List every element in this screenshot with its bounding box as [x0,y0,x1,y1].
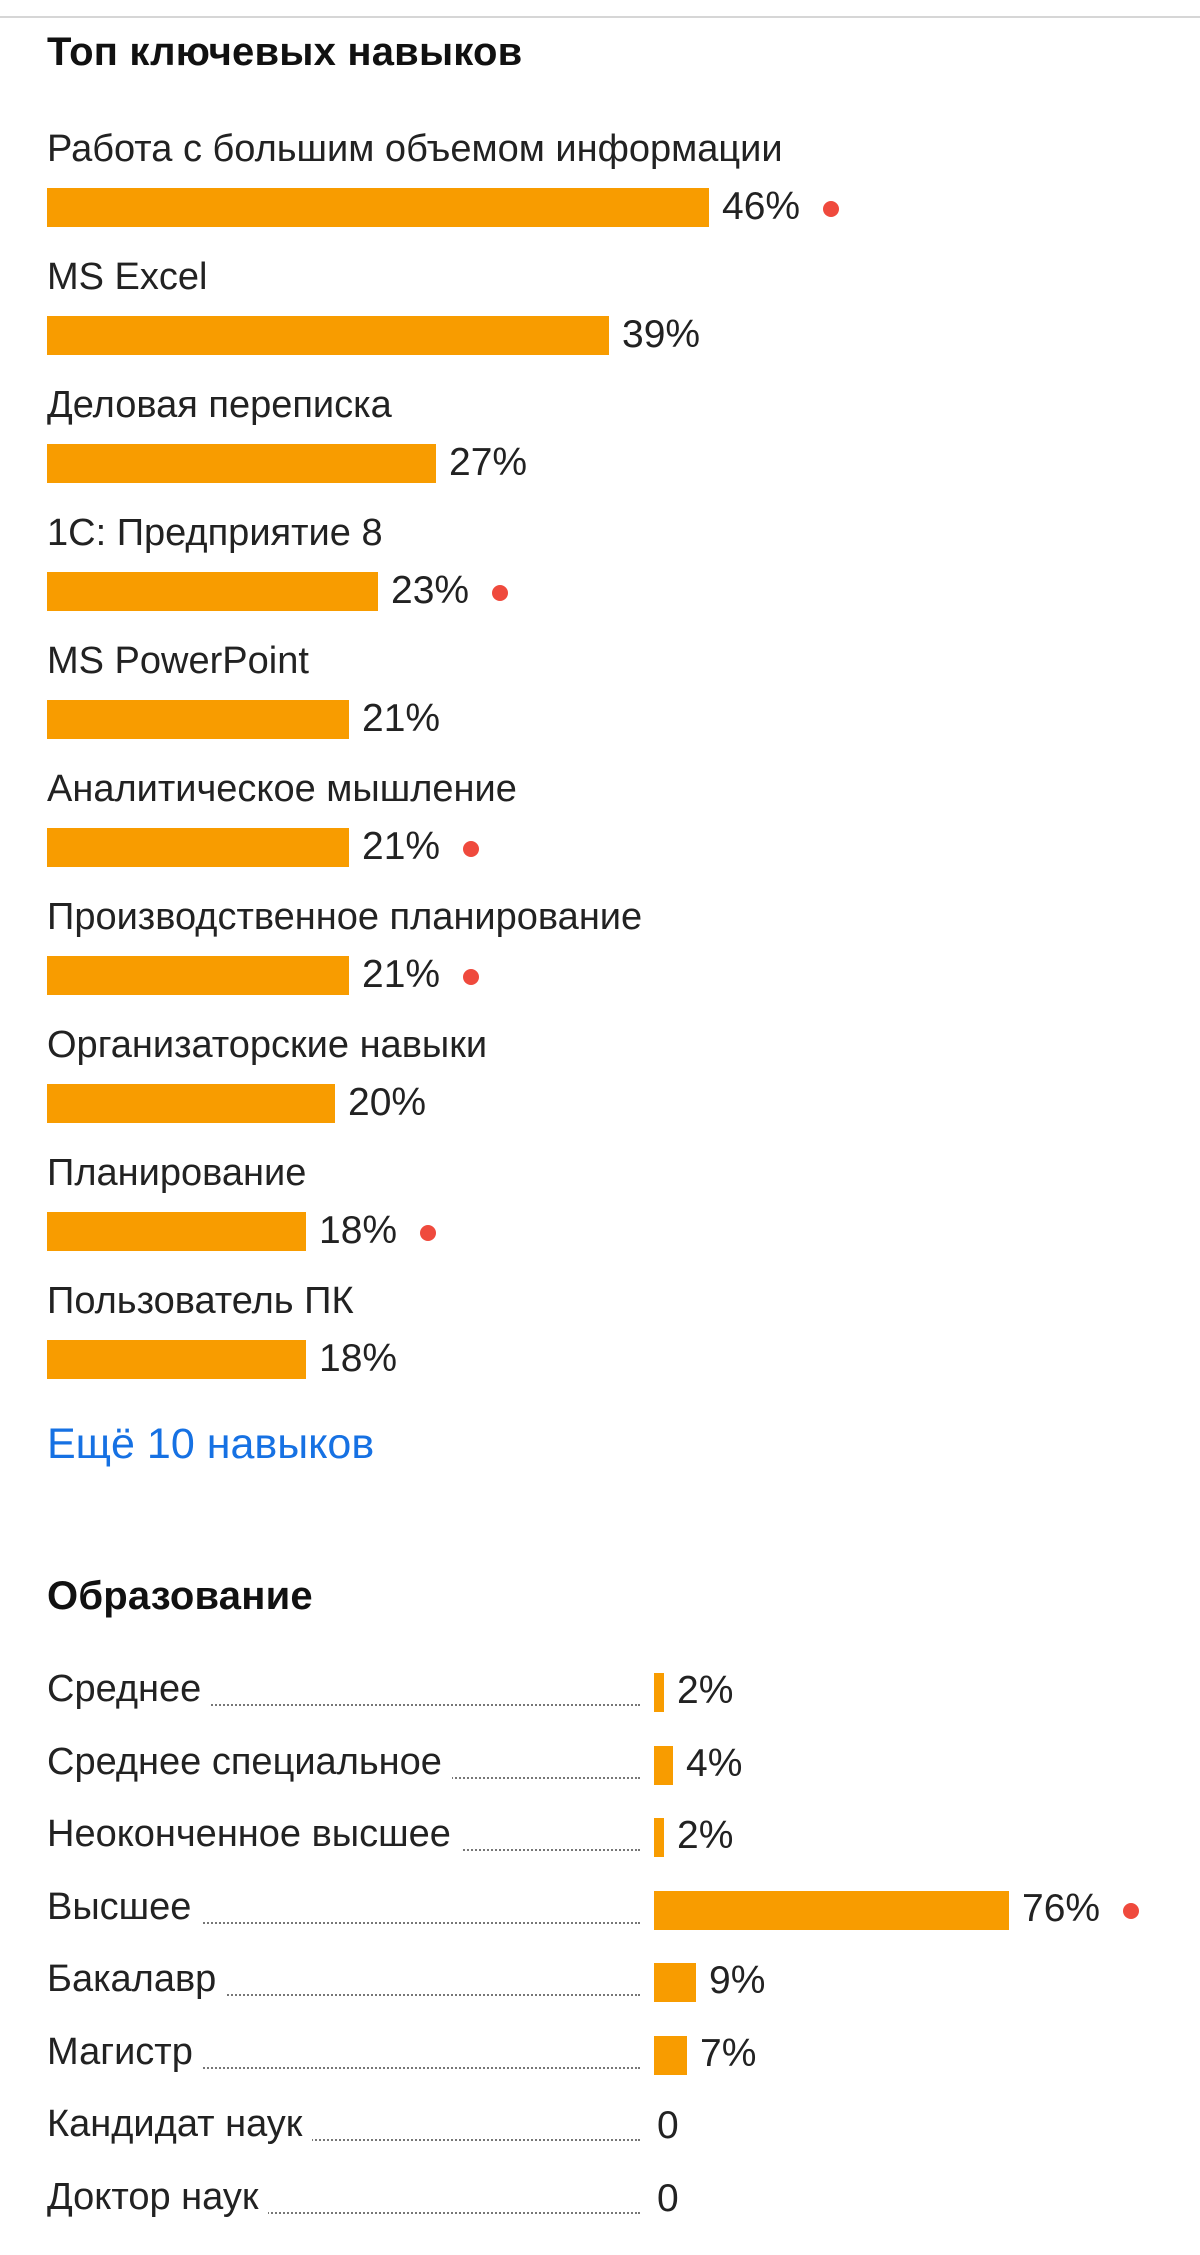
skill-percent-label: 21% [362,825,441,868]
education-bar [654,1963,696,2002]
skill-label: 1С: Предприятие 8 [47,512,383,554]
more-skills-link[interactable]: Ещё 10 навыков [47,1420,375,1468]
education-bar [654,1746,673,1785]
highlight-dot-icon [492,585,508,601]
leader-line [60,2067,640,2069]
skill-percent-label: 39% [622,313,701,356]
education-label: Доктор наук [47,2176,269,2219]
skill-label: Производственное планирование [47,896,643,938]
skill-label: Пользователь ПК [47,1280,354,1322]
skill-bar [47,700,349,739]
education-label: Высшее [47,1886,202,1929]
education-label: Среднее [47,1668,212,1711]
education-percent-label: 2% [677,1814,734,1857]
leader-line [60,1994,640,1996]
education-bar [654,1818,664,1857]
skill-bar [47,572,378,611]
skill-bar [47,956,349,995]
highlight-dot-icon [463,969,479,985]
education-percent-label: 0 [657,2177,679,2220]
education-label: Неоконченное высшее [47,1813,461,1856]
skill-label: Аналитическое мышление [47,768,517,810]
leader-line [60,1704,640,1706]
skill-percent-label: 21% [362,697,441,740]
highlight-dot-icon [1123,1903,1139,1919]
skill-percent-label: 18% [319,1209,398,1252]
skill-percent-label: 21% [362,953,441,996]
skill-bar [47,316,609,355]
skill-bar [47,188,709,227]
leader-line [60,2212,640,2214]
skill-label: Организаторские навыки [47,1024,488,1066]
skill-label: Планирование [47,1152,307,1194]
education-percent-label: 9% [709,1959,766,2002]
highlight-dot-icon [420,1225,436,1241]
education-percent-label: 7% [700,2032,757,2075]
education-percent-label: 2% [677,1669,734,1712]
skill-label: MS Excel [47,256,208,298]
skill-bar [47,828,349,867]
education-bar [654,2036,687,2075]
skill-label: Работа с большим объемом информации [47,128,783,170]
education-percent-label: 76% [1022,1887,1101,1930]
education-percent-label: 0 [657,2104,679,2147]
leader-line [60,2139,640,2141]
education-label: Магистр [47,2031,203,2074]
education-label: Среднее специальное [47,1741,452,1784]
leader-line [60,1922,640,1924]
skill-percent-label: 20% [348,1081,427,1124]
education-percent-label: 4% [686,1742,743,1785]
skill-percent-label: 18% [319,1337,398,1380]
highlight-dot-icon [823,201,839,217]
skill-label: Деловая переписка [47,384,392,426]
skill-percent-label: 27% [449,441,528,484]
skill-label: MS PowerPoint [47,640,309,682]
skill-bar [47,1084,335,1123]
skill-bar [47,1212,306,1251]
education-label: Кандидат наук [47,2103,313,2146]
education-bar [654,1673,664,1712]
education-section-title: Образование [47,1574,313,1618]
top-divider [0,16,1200,18]
education-bar [654,1891,1009,1930]
skill-bar [47,444,436,483]
skills-section-title: Топ ключевых навыков [47,30,523,74]
highlight-dot-icon [463,841,479,857]
skill-percent-label: 46% [722,185,801,228]
skill-percent-label: 23% [391,569,470,612]
education-label: Бакалавр [47,1958,227,2001]
skill-bar [47,1340,306,1379]
